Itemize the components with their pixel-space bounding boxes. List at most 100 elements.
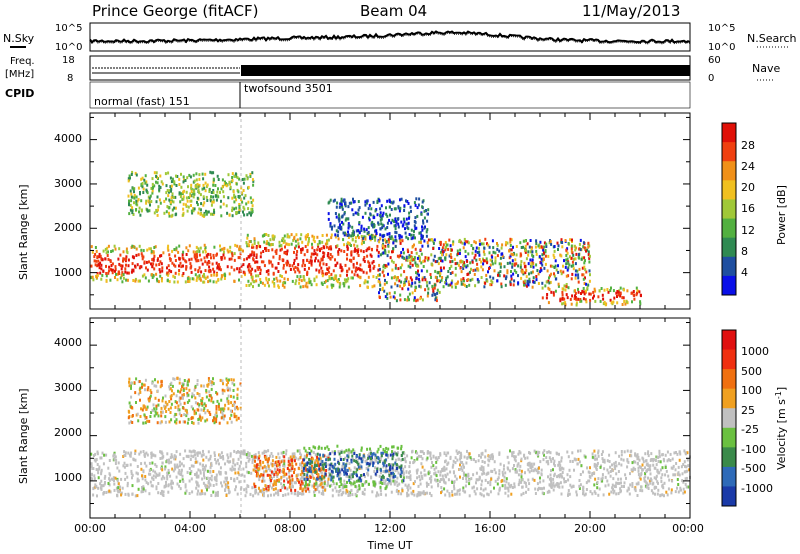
data-point — [229, 452, 232, 456]
data-point — [542, 251, 545, 255]
data-point — [220, 187, 223, 191]
data-point — [339, 274, 342, 278]
data-point — [256, 472, 259, 476]
data-point — [167, 244, 170, 248]
data-point — [641, 463, 644, 467]
data-point — [475, 481, 477, 485]
data-point — [148, 469, 151, 472]
data-point — [263, 283, 266, 287]
data-point — [481, 460, 484, 463]
data-point — [350, 489, 353, 493]
data-point — [389, 482, 392, 486]
data-point — [421, 450, 424, 454]
data-point — [354, 236, 357, 240]
data-point — [283, 455, 286, 459]
data-point — [557, 463, 560, 467]
data-point — [546, 293, 549, 296]
data-point — [279, 274, 282, 278]
data-point — [671, 457, 674, 461]
data-point — [249, 492, 252, 496]
data-point — [285, 449, 288, 453]
data-point — [637, 473, 640, 476]
data-point — [99, 261, 102, 265]
data-point — [427, 238, 430, 242]
data-point — [405, 470, 408, 474]
data-point — [241, 249, 244, 253]
data-point — [199, 208, 202, 212]
data-point — [215, 479, 218, 482]
power-y-tick-4000: 4000 — [54, 132, 82, 145]
data-point — [620, 453, 623, 457]
data-point — [204, 250, 207, 254]
data-point — [246, 236, 249, 240]
data-point — [268, 284, 270, 288]
data-point — [498, 274, 501, 278]
data-point — [237, 457, 240, 461]
data-point — [198, 177, 201, 181]
data-point — [355, 229, 358, 233]
data-point — [368, 261, 371, 265]
data-point — [597, 477, 600, 481]
data-point — [459, 248, 462, 252]
data-point — [451, 465, 454, 469]
data-point — [267, 464, 270, 468]
data-point — [285, 472, 288, 476]
data-point — [238, 205, 241, 208]
data-point — [124, 477, 127, 481]
data-point — [491, 239, 494, 243]
data-point — [144, 276, 147, 280]
data-point — [397, 206, 400, 210]
data-point — [617, 291, 620, 295]
data-point — [156, 258, 159, 262]
data-point — [294, 481, 297, 485]
data-point — [502, 467, 505, 471]
data-point — [236, 462, 239, 466]
data-point — [507, 489, 510, 493]
data-point — [168, 253, 171, 257]
data-point — [463, 263, 466, 267]
data-point — [257, 283, 260, 287]
data-point — [301, 471, 304, 475]
data-point — [587, 253, 590, 257]
data-point — [327, 252, 330, 255]
data-point — [581, 273, 584, 277]
data-point — [343, 483, 346, 486]
data-point — [197, 269, 200, 272]
data-point — [577, 273, 580, 277]
data-point — [537, 244, 540, 248]
data-point — [393, 220, 396, 224]
date-label: 11/May/2013 — [582, 2, 680, 20]
data-point — [170, 460, 173, 464]
data-point — [563, 297, 566, 301]
data-point — [409, 276, 412, 280]
data-point — [94, 253, 97, 256]
data-point — [538, 450, 541, 454]
data-point — [518, 468, 521, 472]
data-point — [508, 249, 511, 253]
data-point — [247, 459, 250, 463]
data-point — [132, 213, 135, 216]
data-point — [123, 461, 126, 465]
data-point — [414, 247, 417, 251]
data-point — [406, 485, 409, 489]
data-point — [464, 484, 467, 488]
data-point — [105, 251, 108, 255]
data-point — [529, 258, 532, 262]
data-point — [236, 176, 239, 180]
noise-panel: N.Sky 10^5 10^0 10^5 10^0 N.Search — [3, 22, 797, 53]
data-point — [509, 261, 512, 265]
data-point — [269, 484, 271, 488]
data-point — [413, 493, 416, 497]
data-point — [184, 483, 187, 487]
data-point — [305, 475, 308, 479]
data-point — [288, 463, 291, 467]
data-point — [267, 467, 270, 471]
data-point — [409, 259, 412, 263]
data-point — [190, 183, 193, 187]
data-point — [496, 254, 499, 258]
data-point — [498, 472, 501, 476]
data-point — [564, 480, 567, 483]
data-point — [401, 224, 404, 228]
data-point — [334, 462, 337, 466]
data-point — [336, 201, 339, 205]
